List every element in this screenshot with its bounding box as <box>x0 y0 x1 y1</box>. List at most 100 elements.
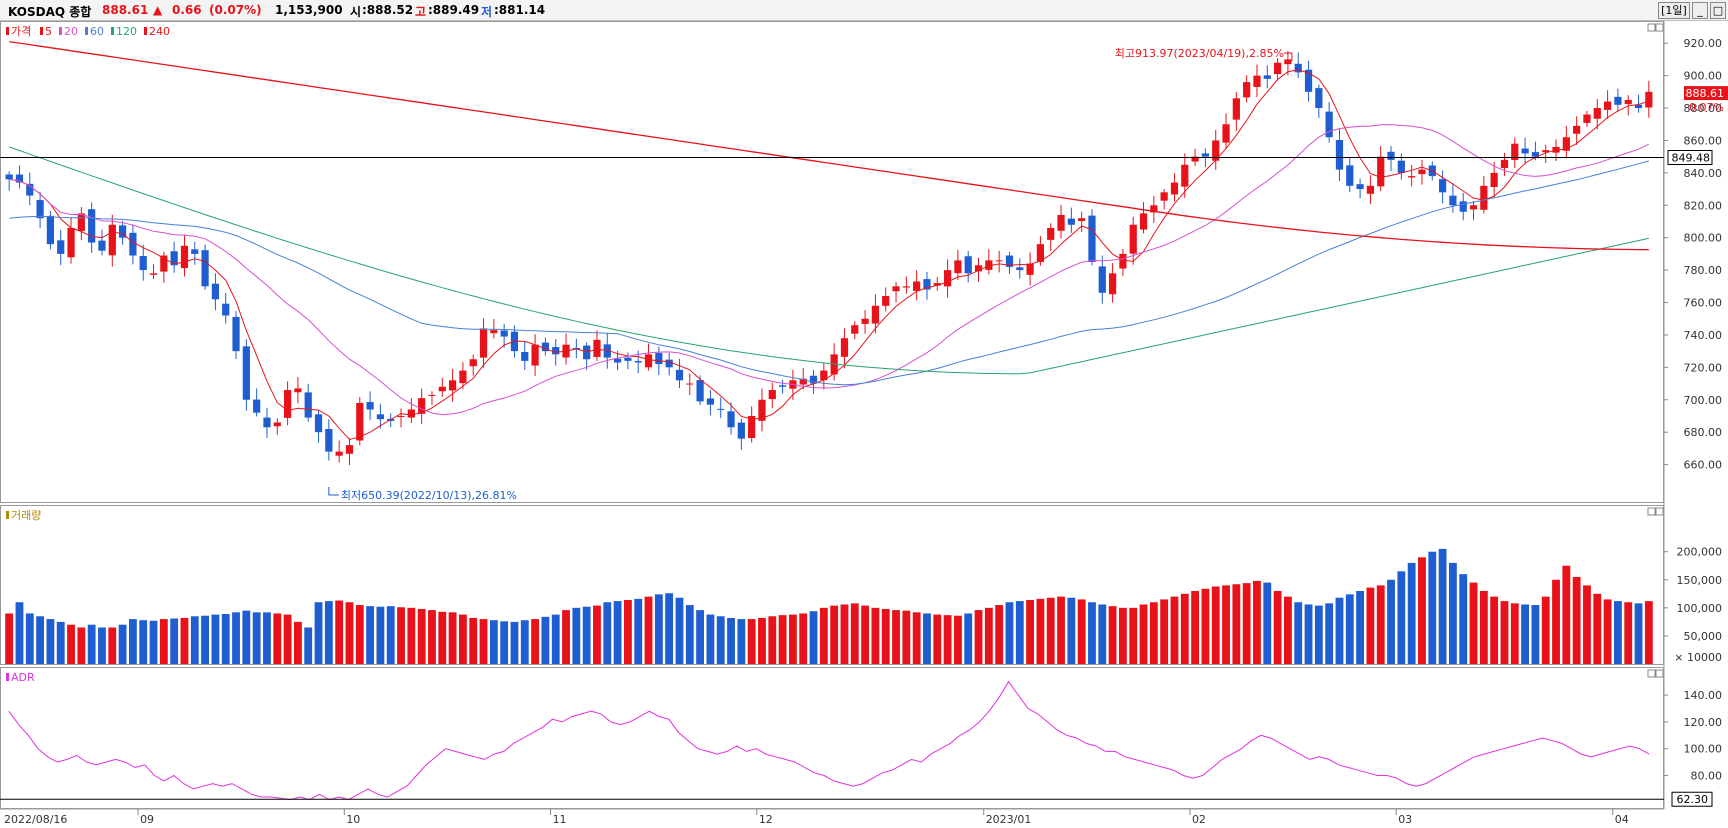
legend-label: 20 <box>64 25 78 38</box>
ma240-line <box>9 40 1649 251</box>
volume-bar <box>1438 548 1447 664</box>
legend-label: 120 <box>116 25 137 38</box>
candle <box>1212 140 1220 161</box>
current-pct-label: 0.07% <box>1689 101 1724 114</box>
period-button[interactable]: [1일] <box>1658 2 1690 19</box>
volume-bar <box>1397 571 1406 664</box>
volume-bar <box>46 619 55 664</box>
volume-bar <box>1521 604 1530 664</box>
volume-bar <box>1088 602 1096 664</box>
candle <box>1325 111 1333 138</box>
candle <box>253 399 261 413</box>
panel-close-icon <box>1655 669 1664 678</box>
x-tick-label: 04 <box>1615 813 1629 826</box>
volume-unit-label: × 10000 <box>1674 651 1722 664</box>
volume-bar <box>1593 593 1602 664</box>
panel-frame <box>0 667 1664 809</box>
candle <box>1562 137 1570 151</box>
open-value: :888.52 <box>362 3 414 17</box>
y-tick-label: 760.00 <box>1684 297 1723 310</box>
candle <box>974 265 983 272</box>
volume-bar <box>469 617 478 664</box>
candle <box>531 344 539 366</box>
low-annotation: 최저650.39(2022/10/13),26.81% <box>341 489 517 502</box>
volume-bar <box>397 607 405 664</box>
volume-bar <box>706 614 715 664</box>
volume-bar <box>36 616 45 664</box>
volume-bar <box>1624 602 1633 664</box>
panel-min-icon <box>1647 23 1656 32</box>
candle <box>1263 75 1271 79</box>
volume-bar <box>201 615 210 664</box>
volume-bar <box>458 614 467 664</box>
candle <box>1119 253 1127 269</box>
candle <box>170 251 178 266</box>
y-tick-label: 740.00 <box>1684 329 1723 342</box>
candle <box>1315 88 1323 109</box>
volume-bar <box>1500 601 1509 664</box>
volume-bar <box>1294 602 1303 664</box>
candle <box>1645 91 1653 108</box>
candle <box>1253 75 1261 87</box>
volume-bar <box>593 605 601 664</box>
volume-bar <box>809 611 818 664</box>
candle <box>624 357 632 361</box>
candle <box>418 398 426 414</box>
candle <box>964 256 972 274</box>
volume-bar <box>1407 562 1416 664</box>
volume-bar <box>541 616 550 664</box>
candle <box>758 399 766 421</box>
candle <box>397 415 405 417</box>
candle <box>1438 179 1447 193</box>
volume-bar <box>479 619 488 664</box>
volume-bar <box>840 604 849 664</box>
maximize-button[interactable]: □ <box>1710 2 1726 19</box>
candle <box>882 296 890 306</box>
candle <box>1593 108 1601 119</box>
high-value: :889.49 <box>428 3 480 17</box>
candle <box>1150 205 1158 213</box>
volume-bar <box>1428 551 1437 664</box>
volume-bar <box>1139 604 1148 664</box>
candle <box>799 378 807 385</box>
volume-bar <box>376 606 385 664</box>
candle <box>1057 215 1065 231</box>
candle <box>954 260 962 274</box>
candle <box>149 273 158 275</box>
volume-bar <box>1211 586 1220 664</box>
volume-bar <box>67 624 75 664</box>
candle <box>46 215 55 245</box>
volume-bar <box>1253 580 1261 664</box>
volume-bar <box>685 605 694 664</box>
candle <box>552 347 560 355</box>
current-price: 888.61 <box>102 3 149 17</box>
candle <box>1480 185 1488 210</box>
volume-bar <box>1273 591 1282 664</box>
volume-bar <box>644 596 653 664</box>
minimize-button[interactable]: _ <box>1692 2 1708 19</box>
candle <box>335 451 343 456</box>
volume-bar <box>562 610 570 664</box>
volume-bar <box>953 615 962 664</box>
volume-bar <box>799 613 808 664</box>
high-annotation: 최고913.97(2023/04/19),2.85% <box>1115 47 1284 60</box>
y-tick-label: 780.00 <box>1684 264 1723 277</box>
volume-bar <box>1170 596 1179 664</box>
candle <box>108 224 116 256</box>
y-tick-label: 840.00 <box>1684 167 1723 180</box>
volume-bar <box>1129 607 1138 664</box>
chart-area[interactable]: 920.00 900.00 880.00 860.00 840.00 820.00 800.… <box>0 21 1728 828</box>
legend-marker <box>40 27 43 35</box>
volume-bar <box>654 594 663 664</box>
panel-min-icon <box>1647 507 1656 516</box>
candle <box>1408 176 1416 178</box>
candle <box>892 286 900 292</box>
volume-bar <box>428 610 436 664</box>
volume-bar <box>737 619 746 664</box>
legend-marker <box>6 27 9 35</box>
candle <box>366 402 374 410</box>
volume-bar <box>1562 565 1571 664</box>
volume-bar <box>819 607 828 664</box>
candle <box>1356 184 1364 190</box>
volume-bar <box>1469 582 1478 664</box>
